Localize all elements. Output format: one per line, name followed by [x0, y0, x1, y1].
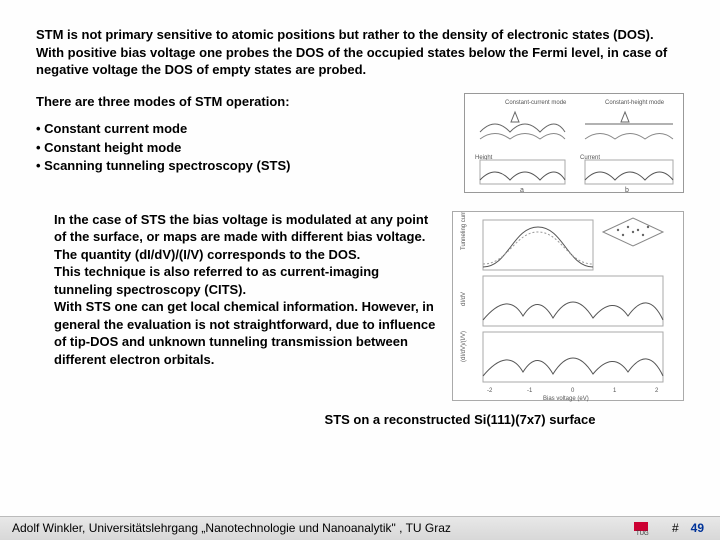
svg-text:0: 0 [571, 388, 575, 394]
fig-label: Constant-current mode [505, 100, 567, 106]
fig-sub-b: b [625, 187, 629, 194]
intro-paragraph: STM is not primary sensitive to atomic p… [36, 26, 684, 79]
footer-page-number: 49 [691, 520, 704, 536]
tug-logo-icon: TUG [634, 522, 656, 536]
xlabel: Bias voltage (eV) [543, 396, 589, 402]
fig-label: Constant-height mode [605, 100, 665, 106]
ylabel-a: Tunneling current (nA) [461, 212, 467, 250]
sts-paragraph: In the case of STS the bias voltage is m… [54, 211, 440, 369]
svg-text:-2: -2 [487, 388, 493, 394]
footer-hash: # [672, 520, 679, 536]
modes-list: • Constant current mode • Constant heigh… [36, 120, 452, 175]
svg-text:TUG: TUG [636, 531, 649, 536]
figure-sts-spectra: Tunneling current (nA) dI/dV (dI/dV)/(I/… [452, 211, 684, 401]
footer-author: Adolf Winkler, Universitätslehrgang „Nan… [12, 520, 626, 536]
svg-text:-1: -1 [527, 388, 533, 394]
fig-sub-a: a [520, 187, 524, 194]
ylabel-c: (dI/dV)/(I/V) [461, 331, 467, 362]
mode-item-3: • Scanning tunneling spectroscopy (STS) [36, 157, 452, 175]
mode-item-1: • Constant current mode [36, 120, 452, 138]
svg-text:1: 1 [613, 388, 617, 394]
mode-item-2: • Constant height mode [36, 139, 452, 157]
figure-stm-modes: Constant-current mode Constant-height mo… [464, 93, 684, 193]
modes-intro: There are three modes of STM operation: [36, 93, 452, 111]
svg-text:2: 2 [655, 388, 659, 394]
figure-caption: STS on a reconstructed Si(111)(7x7) surf… [36, 411, 684, 429]
ylabel-b: dI/dV [461, 292, 467, 306]
slide-footer: Adolf Winkler, Universitätslehrgang „Nan… [0, 516, 720, 540]
